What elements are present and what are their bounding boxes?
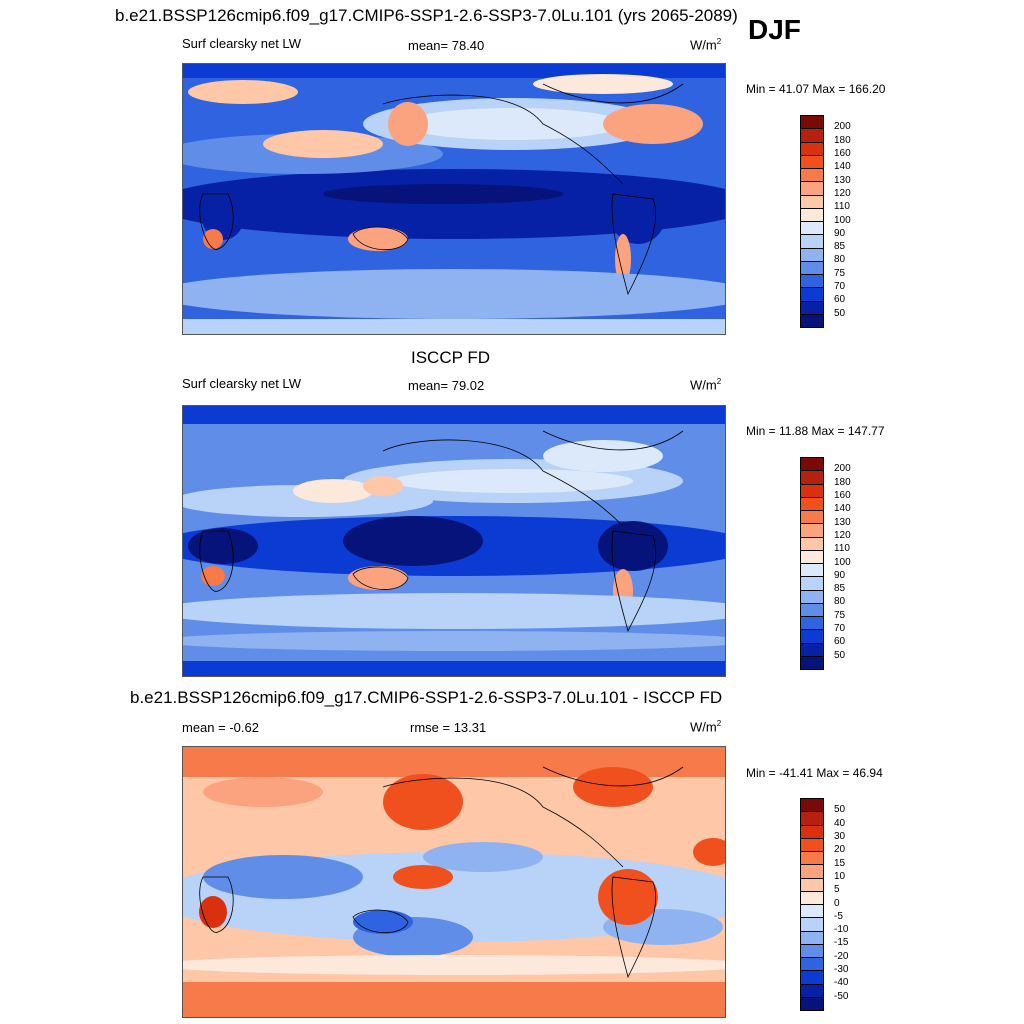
colorbar-tick-label: 85 (834, 241, 846, 253)
colorbar-tick-label: 200 (834, 121, 851, 133)
colorbar-tick-label: 40 (834, 817, 846, 829)
colorbar-tick-label: 130 (834, 516, 851, 528)
panel2-title: ISCCP FD (411, 348, 491, 367)
colorbar-tick-label: 80 (834, 596, 846, 608)
colorbar-tick-label: 90 (834, 569, 846, 581)
colorbar-tick-label: 75 (834, 609, 846, 621)
colorbar-tick-label: 50 (834, 649, 846, 661)
colorbar-tick-label: 20 (834, 844, 846, 856)
colorbar-tick-label: 80 (834, 254, 846, 266)
colorbar-tick-label: 5 (834, 884, 840, 896)
colorbar-tick-label: 50 (834, 307, 846, 319)
colorbar-tick-label: -40 (834, 977, 849, 989)
panel3-minmax: Min = -41.41 Max = 46.94 (746, 766, 883, 780)
panel1-variable-label: Surf clearsky net LW (182, 36, 301, 51)
panel3-rmse-label: rmse = 13.31 (410, 720, 487, 735)
colorbar-tick-label: 0 (834, 897, 840, 909)
colorbar-tick-label: 160 (834, 489, 851, 501)
colorbar-tick-label: -15 (834, 937, 849, 949)
panel2-variable-label: Surf clearsky net LW (182, 376, 301, 391)
colorbar-tick-label: 180 (834, 134, 851, 146)
colorbar-tick-label: 50 (834, 804, 846, 816)
panel1-minmax: Min = 41.07 Max = 166.20 (746, 82, 886, 96)
panel1-title: b.e21.BSSP126cmip6.f09_g17.CMIP6-SSP1-2.… (115, 6, 738, 25)
season-label: DJF (748, 14, 801, 45)
colorbar-tick-label: -5 (834, 910, 843, 922)
colorbar-tick-label: 160 (834, 147, 851, 159)
colorbar-tick-label: 120 (834, 529, 851, 541)
colorbar-tick-label: 75 (834, 267, 846, 279)
colorbar-tick-label: 110 (834, 543, 850, 555)
panel1-colorbar: 200 180 160 140 130 120 110 100 90 85 80 75 70 60 50 (800, 115, 851, 328)
colorbar-tick-label: 90 (834, 227, 846, 239)
colorbar-tick-label: 140 (834, 503, 851, 515)
colorbar-tick-label: 10 (834, 870, 846, 882)
panel2-units: W/m2 (690, 377, 722, 393)
colorbar-tick-label: 15 (834, 857, 846, 869)
colorbar-tick-label: 130 (834, 174, 851, 186)
panel1-mean-label: mean= 78.40 (408, 38, 485, 53)
colorbar-tick-label: 30 (834, 830, 846, 842)
colorbar-tick-label: 85 (834, 583, 846, 595)
panel1-units: W/m2 (690, 37, 722, 53)
colorbar-tick-label: -50 (834, 990, 849, 1002)
colorbar-tick-label: 100 (834, 556, 851, 568)
panel2-mean-label: mean= 79.02 (408, 378, 485, 393)
panel1-map (182, 63, 726, 335)
colorbar-tick-label: 70 (834, 281, 846, 293)
panel3-units: W/m2 (690, 719, 722, 735)
colorbar-tick-label: 110 (834, 201, 850, 213)
panel3-colorbar: 50 40 30 20 15 10 5 0 -5 -10 -15 -20 -30 -40 -50 (800, 798, 848, 1011)
panel3-mean-label: mean = -0.62 (182, 720, 259, 735)
colorbar-tick-label: -30 (834, 964, 849, 976)
panel2-map (182, 405, 726, 677)
colorbar-tick-label: 100 (834, 214, 851, 226)
colorbar-tick-label: 60 (834, 294, 846, 306)
colorbar-tick-label: -20 (834, 950, 849, 962)
colorbar-tick-label: 200 (834, 463, 851, 475)
panel3-title: b.e21.BSSP126cmip6.f09_g17.CMIP6-SSP1-2.… (130, 688, 723, 707)
panel2-minmax: Min = 11.88 Max = 147.77 (746, 424, 885, 438)
colorbar-tick-label: 60 (834, 636, 846, 648)
colorbar-tick-label: 180 (834, 476, 851, 488)
colorbar-tick-label: -10 (834, 924, 849, 936)
colorbar-tick-label: 120 (834, 187, 851, 199)
colorbar-tick-label: 140 (834, 161, 851, 173)
colorbar-tick-label: 70 (834, 623, 846, 635)
panel3-map (182, 746, 726, 1018)
panel2-colorbar: 200 180 160 140 130 120 110 100 90 85 80 75 70 60 50 (800, 457, 851, 670)
